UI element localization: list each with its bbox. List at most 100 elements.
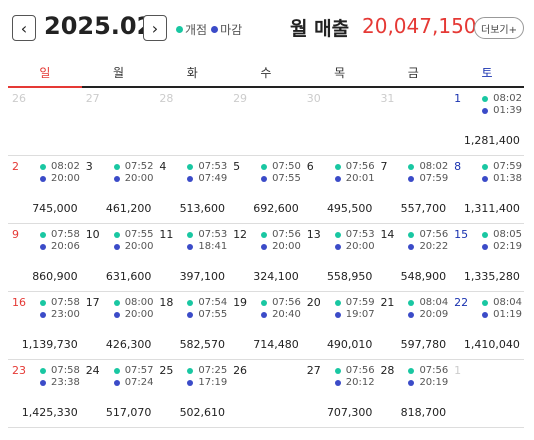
close-time-value: 20:01 — [345, 173, 375, 184]
calendar-day-cell[interactable]: 27 — [82, 88, 156, 155]
calendar-day-cell[interactable]: 25 07:25 17:19 502,610 — [155, 360, 229, 427]
calendar-day-cell[interactable]: 23 07:58 23:38 1,425,330 — [8, 360, 82, 427]
calendar-day-cell[interactable]: 14 07:56 20:22 548,900 — [376, 224, 450, 291]
close-time: 20:00 — [113, 173, 154, 184]
calendar-day-cell[interactable]: 28 — [155, 88, 229, 155]
calendar-day-cell[interactable]: 21 08:04 20:09 597,780 — [376, 292, 450, 359]
calendar-day-cell[interactable]: 13 07:53 20:00 558,950 — [303, 224, 377, 291]
open-dot-icon — [334, 231, 341, 238]
open-dot-icon — [40, 299, 46, 306]
open-dot-icon — [113, 163, 120, 170]
calendar-day-cell[interactable]: 15 08:05 02:19 1,335,280 — [450, 224, 524, 291]
calendar-day-cell[interactable]: 31 — [376, 88, 450, 155]
close-time: 01:19 — [482, 309, 522, 320]
open-time-value: 07:57 — [124, 365, 154, 376]
open-dot-icon — [113, 299, 120, 306]
calendar-day-cell[interactable]: 24 07:57 07:24 517,070 — [82, 360, 156, 427]
open-time: 07:25 — [187, 365, 227, 376]
open-time-value: 07:53 — [198, 229, 228, 240]
day-number: 20 — [306, 296, 321, 309]
day-number: 9 — [12, 228, 19, 241]
close-time-value: 20:00 — [345, 241, 375, 252]
open-time: 07:56 — [408, 229, 448, 240]
prev-month-button[interactable]: ‹ — [12, 15, 36, 41]
daily-sales: 1,335,280 — [463, 270, 520, 283]
weekday-sat: 토 — [481, 66, 493, 80]
calendar-day-cell[interactable]: 3 07:52 20:00 461,200 — [82, 156, 156, 223]
close-time-value: 20:12 — [345, 377, 375, 388]
weekday-wed: 수 — [260, 66, 272, 80]
calendar-day-cell[interactable]: 18 07:54 07:55 582,570 — [155, 292, 229, 359]
day-number: 21 — [380, 296, 395, 309]
open-time: 07:50 — [261, 161, 301, 172]
calendar-day-cell[interactable]: 17 08:00 20:00 426,300 — [82, 292, 156, 359]
day-number: 18 — [159, 296, 174, 309]
close-time-value: 19:07 — [345, 309, 375, 320]
open-time-value: 08:02 — [419, 161, 449, 172]
calendar-day-cell[interactable]: 1 08:02 01:39 1,281,400 — [450, 88, 524, 155]
calendar-day-cell[interactable]: 26 — [8, 88, 82, 155]
open-dot-icon — [40, 367, 46, 374]
calendar-week-row: 2 08:02 20:00 745,000 3 07:52 20:00 461,200 4 07:… — [8, 156, 524, 224]
close-time: 07:24 — [113, 377, 154, 388]
day-number: 25 — [159, 364, 174, 377]
calendar-day-cell[interactable]: 19 07:56 20:40 714,480 — [229, 292, 303, 359]
calendar-day-cell[interactable]: 5 07:50 07:55 692,600 — [229, 156, 303, 223]
calendar-day-cell[interactable]: 11 07:53 18:41 397,100 — [155, 224, 229, 291]
day-number: 28 — [159, 92, 174, 105]
open-dot-icon — [187, 299, 194, 306]
calendar-day-cell[interactable]: 4 07:53 07:49 513,600 — [155, 156, 229, 223]
calendar-day-cell[interactable]: 12 07:56 20:00 324,100 — [229, 224, 303, 291]
daily-sales: 495,500 — [326, 202, 373, 215]
close-time: 20:22 — [408, 241, 448, 252]
close-time-value: 20:19 — [419, 377, 449, 388]
close-time: 20:19 — [408, 377, 448, 388]
open-dot-icon — [334, 163, 341, 170]
more-button[interactable]: 더보기+ — [474, 17, 524, 39]
monthly-revenue-label: 월 매출 — [290, 18, 350, 40]
daily-sales: 1,425,330 — [21, 406, 78, 419]
close-time: 20:01 — [334, 173, 375, 184]
close-time: 07:49 — [187, 173, 227, 184]
close-dot-icon — [187, 175, 194, 182]
calendar-day-cell[interactable]: 22 08:04 01:19 1,410,040 — [450, 292, 524, 359]
open-time-value: 07:59 — [493, 161, 522, 172]
calendar-day-cell[interactable]: 6 07:56 20:01 495,500 — [303, 156, 377, 223]
daily-sales: 818,700 — [400, 406, 447, 419]
month-title: 2025.02 — [44, 12, 154, 40]
daily-sales: 582,570 — [179, 338, 226, 351]
close-time-value: 07:49 — [198, 173, 228, 184]
calendar-day-cell[interactable]: 1 — [450, 360, 524, 427]
close-time-value: 02:19 — [493, 241, 522, 252]
open-time-value: 07:58 — [51, 229, 80, 240]
next-month-button[interactable]: › — [143, 15, 167, 41]
close-time-value: 18:41 — [198, 241, 228, 252]
close-dot-icon — [113, 243, 120, 250]
calendar-day-cell[interactable]: 9 07:58 20:06 860,900 — [8, 224, 82, 291]
calendar-day-cell[interactable]: 10 07:55 20:00 631,600 — [82, 224, 156, 291]
calendar-day-cell[interactable]: 2 08:02 20:00 745,000 — [8, 156, 82, 223]
calendar-day-cell[interactable]: 8 07:59 01:38 1,311,400 — [450, 156, 524, 223]
open-time-value: 07:58 — [51, 297, 80, 308]
calendar-day-cell[interactable]: 26 — [229, 360, 303, 427]
close-dot-icon — [408, 379, 415, 386]
calendar-day-cell[interactable]: 7 08:02 07:59 557,700 — [376, 156, 450, 223]
day-number: 31 — [380, 92, 395, 105]
close-dot-icon — [113, 175, 120, 182]
close-dot-icon — [334, 311, 341, 318]
close-dot-icon — [482, 243, 489, 250]
open-time: 07:53 — [187, 229, 227, 240]
calendar-day-cell[interactable]: 28 07:56 20:19 818,700 — [376, 360, 450, 427]
daily-sales: 426,300 — [105, 338, 152, 351]
calendar-day-cell[interactable]: 27 07:56 20:12 707,300 — [303, 360, 377, 427]
calendar-day-cell[interactable]: 20 07:59 19:07 490,010 — [303, 292, 377, 359]
open-time: 08:02 — [40, 161, 80, 172]
day-number: 7 — [380, 160, 388, 173]
calendar-day-cell[interactable]: 30 — [303, 88, 377, 155]
open-dot-icon — [334, 367, 341, 374]
open-dot-icon — [187, 367, 194, 374]
close-time: 20:00 — [113, 309, 154, 320]
day-number: 2 — [12, 160, 19, 173]
calendar-day-cell[interactable]: 29 — [229, 88, 303, 155]
calendar-day-cell[interactable]: 16 07:58 23:00 1,139,730 — [8, 292, 82, 359]
